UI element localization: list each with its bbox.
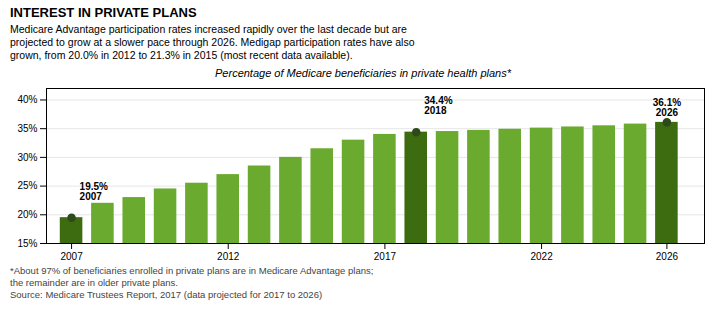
svg-text:25%: 25%	[17, 180, 37, 191]
svg-text:36.1%2026: 36.1%2026	[653, 97, 681, 118]
svg-text:30%: 30%	[17, 152, 37, 163]
html-text:INTEREST IN PRIVATE PLANS: INTEREST IN PRIVATE PLANS	[10, 5, 197, 20]
html-text:*About 97% of beneficiaries en: *About 97% of beneficiaries enrolled in …	[10, 265, 374, 276]
html-text:the remainder are in older pri: the remainder are in older private plans…	[10, 277, 178, 288]
svg-text:19.5%2007: 19.5%2007	[80, 181, 108, 202]
svg-text:34.4%2018: 34.4%2018	[424, 95, 452, 116]
svg-text:20%: 20%	[17, 209, 37, 220]
svg-text:35%: 35%	[17, 123, 37, 134]
svg-text:15%: 15%	[17, 238, 37, 249]
html-text:Medicare Advantage participati: Medicare Advantage participation rates i…	[10, 23, 415, 61]
svg-text:40%: 40%	[17, 94, 37, 105]
svg-text:2007: 2007	[60, 251, 83, 262]
svg-text:2022: 2022	[530, 251, 553, 262]
svg-text:2017: 2017	[374, 251, 397, 262]
html-text:Source: Medicare Trustees Repo: Source: Medicare Trustees Report, 2017 (…	[10, 289, 323, 300]
svg-text:2026: 2026	[656, 251, 679, 262]
html-text:Percentage of Medicare benefic: Percentage of Medicare beneficiaries in …	[215, 67, 511, 79]
svg-text:2012: 2012	[217, 251, 240, 262]
